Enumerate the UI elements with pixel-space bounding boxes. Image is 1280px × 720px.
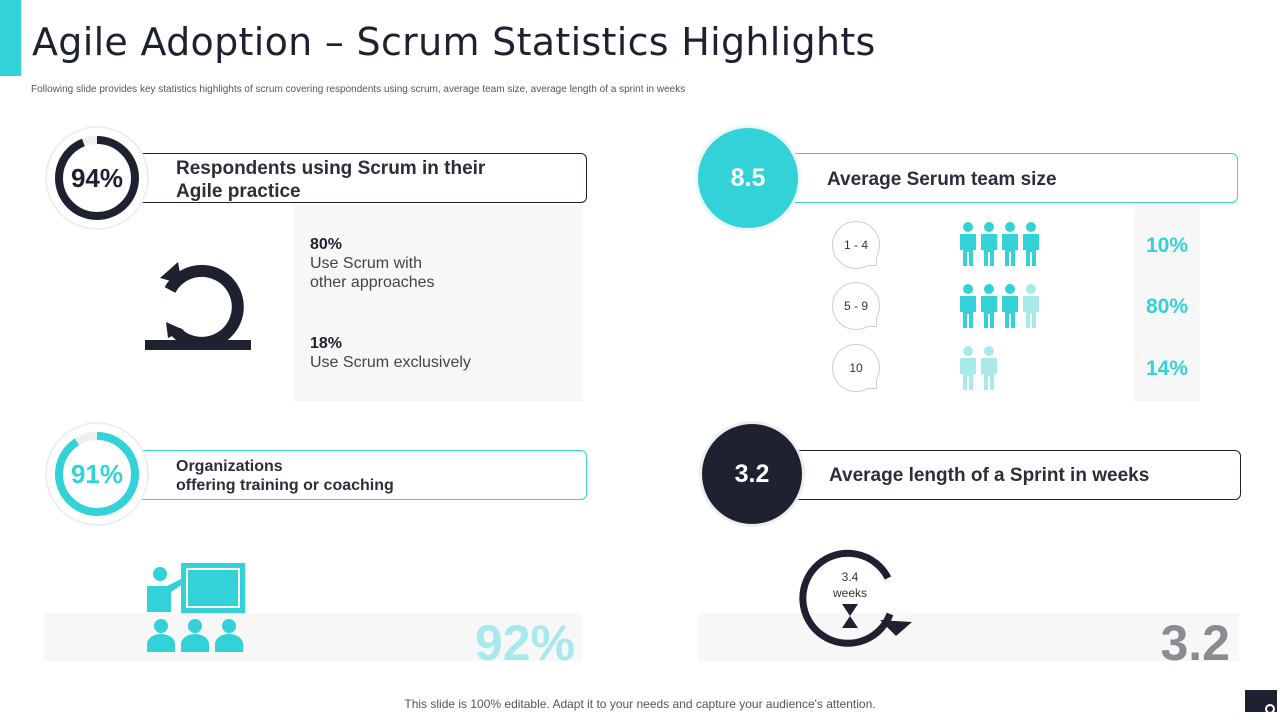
scrum-ring-chart [55,136,139,220]
sprint-label: Average length of a Sprint in weeks [829,465,1150,486]
team-pct-column [1134,205,1200,401]
footer-note: This slide is 100% editable. Adapt it to… [404,697,876,711]
team-range-bubble-1: 1 - 4 [832,221,880,269]
person-icon [1002,222,1018,266]
scrum-stat1-desc-line2: other approaches [310,274,435,291]
team-pct-3: 14% [1145,357,1189,380]
team-people-row-1 [958,222,1042,271]
sprint-value-circle: 3.2 [702,424,802,524]
team-range-bubble-3: 10 [832,344,880,392]
scrum-label-box: Respondents using Scrum in their Agile p… [128,153,587,203]
training-big-value: 92% [474,615,575,671]
training-value-band [44,613,582,661]
scrum-stat1-pct: 80% [310,236,343,253]
person-icon [960,222,976,266]
team-value-circle: 8.5 [698,128,798,228]
team-range-2: 5 - 9 [843,299,868,313]
scrum-cycle-icon [145,262,251,350]
team-range-1: 1 - 4 [843,238,868,252]
page-subtitle: Following slide provides key statistics … [31,84,686,95]
sprint-label-box: Average length of a Sprint in weeks [780,450,1241,500]
team-label: Average Serum team size [827,169,1057,190]
corner-logo-icon [1245,690,1277,714]
training-ring-arc [55,432,139,516]
training-label-line2: offering training or coaching [176,477,394,494]
sprint-value: 3.2 [734,459,770,488]
team-range-bubble-2: 5 - 9 [832,282,880,330]
sprint-value-band [698,613,1239,661]
team-people-row-2 [958,284,1042,333]
person-icon [981,222,997,266]
training-label-box: Organizations offering training or coach… [128,450,587,500]
team-pct-2: 80% [1145,295,1189,318]
scrum-stat2-pct: 18% [310,335,343,352]
person-icon [960,284,976,328]
team-value: 8.5 [730,163,766,192]
training-presentation-icon [147,563,245,652]
team-label-box: Average Serum team size [778,153,1238,203]
scrum-stat2-desc-line1: Use Scrum exclusively [310,354,471,371]
scrum-label-line1: Respondents using Scrum in their [176,158,486,179]
scrum-stats-panel [294,205,583,401]
scrum-ring: 94% [47,128,147,228]
person-icon-faded [960,346,976,390]
person-icon [981,284,997,328]
team-people-row-3 [958,346,1000,395]
sprint-clock-icon [799,549,912,647]
training-label-line1: Organizations [176,458,283,475]
training-ring-chart [55,432,139,516]
sprint-clock-unit: weeks [832,586,867,600]
scrum-stat1-desc-line1: Use Scrum with [310,255,423,272]
scrum-label-line2: Agile practice [176,181,301,202]
team-range-3: 10 [849,361,863,375]
person-icon-faded [981,346,997,390]
title-accent-bar [0,0,21,76]
training-ring: 91% [47,424,147,524]
person-icon [1023,222,1039,266]
sprint-clock-value: 3.4 [841,570,859,584]
team-pct-1: 10% [1145,234,1189,257]
person-icon [1002,284,1018,328]
scrum-ring-value: 94% [70,162,124,193]
scrum-ring-arc [55,136,139,220]
person-icon-faded [1023,284,1039,328]
sprint-big-value: 3.2 [1160,615,1230,671]
page-title: Agile Adoption – Scrum Statistics Highli… [32,20,876,64]
training-ring-value: 91% [70,458,124,489]
